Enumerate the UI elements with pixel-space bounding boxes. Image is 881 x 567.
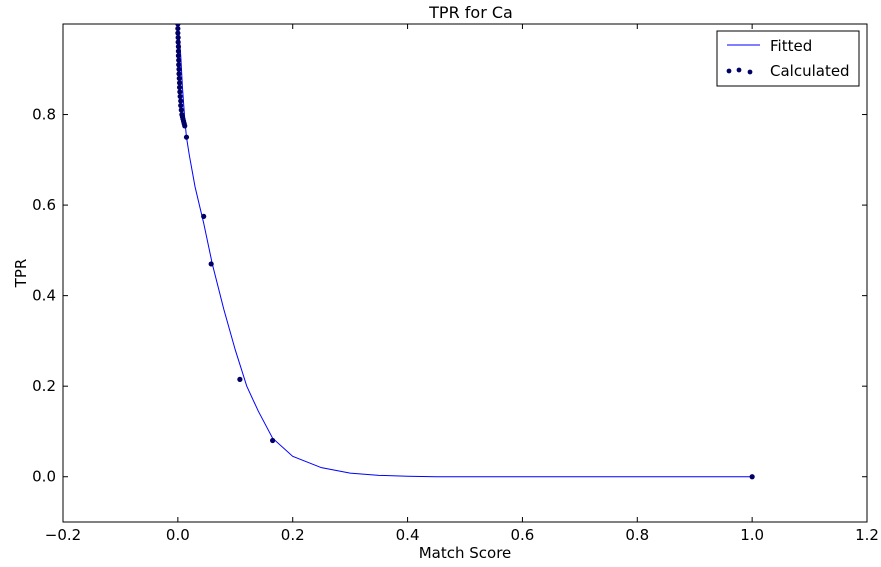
calculated-point <box>176 66 182 72</box>
calculated-point <box>177 93 183 100</box>
x-tick-label: 1.0 <box>740 526 764 544</box>
calculated-point <box>175 48 182 54</box>
x-tick-label: 0.6 <box>510 526 534 544</box>
legend-calculated-marker-3 <box>747 69 753 75</box>
legend-calculated-marker-1 <box>726 68 732 74</box>
calculated-point <box>237 376 243 382</box>
calculated-point <box>175 44 182 50</box>
x-tick-label: 1.2 <box>855 526 879 544</box>
legend-calculated-label: Calculated <box>770 62 850 80</box>
calculated-point <box>176 57 182 63</box>
calculated-point <box>175 30 181 36</box>
legend-fitted-label: Fitted <box>770 37 812 55</box>
calculated-point <box>175 34 181 41</box>
calculated-point <box>749 474 755 480</box>
fitted-line <box>177 24 753 478</box>
plot-content <box>175 24 755 480</box>
y-tick-label: 0.0 <box>32 468 56 486</box>
plot-area <box>62 23 868 523</box>
calculated-point <box>175 24 181 27</box>
calculated-point <box>176 75 182 81</box>
calculated-point <box>177 89 183 95</box>
y-tick-label: 0.4 <box>32 287 56 305</box>
calculated-point <box>176 62 182 68</box>
calculated-point <box>175 25 181 32</box>
legend-calculated-marker-2 <box>736 67 742 73</box>
x-tick-label: 0.2 <box>281 526 305 544</box>
calculated-point <box>178 107 184 113</box>
calculated-point <box>175 53 182 59</box>
calculated-point <box>201 213 207 220</box>
ticks: −0.2 0.0 0.2 0.4 0.6 0.8 1.0 1.2 0.0 0.2 0.4 0.6 0.8 <box>32 24 879 544</box>
legend-box <box>716 30 860 87</box>
calculated-point <box>178 98 184 104</box>
x-axis-label: Match Score <box>419 544 512 562</box>
x-tick-label: −0.2 <box>45 526 81 544</box>
y-axis-label: TPR <box>12 259 30 289</box>
legend: Fitted Calculated <box>716 30 860 87</box>
x-tick-label: 0.4 <box>396 526 420 544</box>
calculated-point <box>208 261 214 267</box>
y-tick-label: 0.2 <box>32 377 56 395</box>
calculated-point <box>178 102 184 109</box>
calculated-point <box>270 437 276 444</box>
chart-title: TPR for Ca <box>428 3 513 22</box>
calculated-point <box>176 71 182 77</box>
y-tick-label: 0.8 <box>32 106 56 124</box>
calculated-point <box>175 39 181 45</box>
calculated-point <box>183 134 190 140</box>
y-tick-label: 0.6 <box>32 196 56 214</box>
x-tick-label: 0.8 <box>625 526 649 544</box>
x-tick-label: 0.0 <box>166 526 190 544</box>
calculated-point <box>176 84 183 90</box>
calculated-point <box>182 123 188 129</box>
calculated-point <box>176 80 183 86</box>
